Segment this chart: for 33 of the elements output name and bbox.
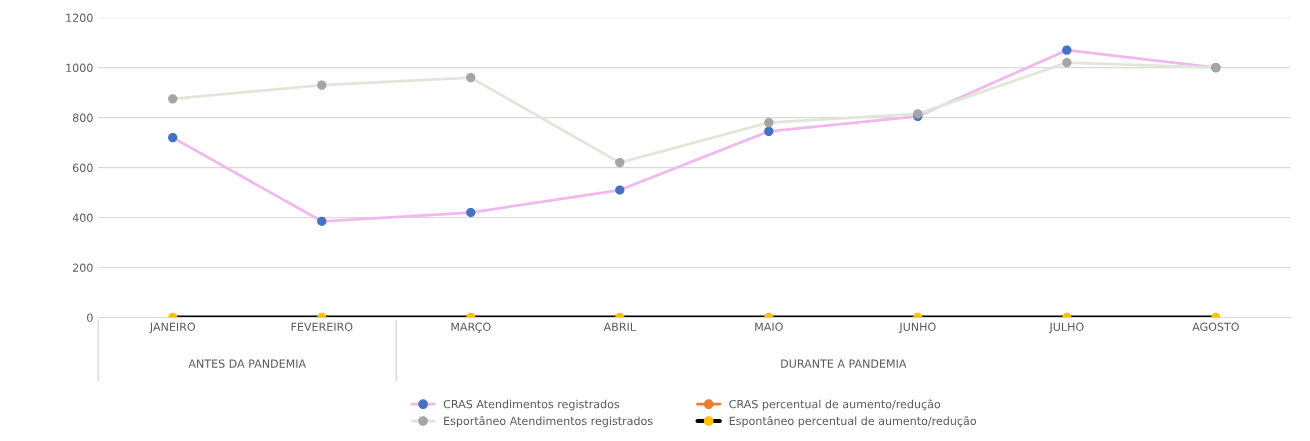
point xyxy=(764,126,774,136)
text: ANTES DA PANDEMIA xyxy=(188,359,307,368)
point xyxy=(168,94,178,104)
point xyxy=(1062,57,1072,68)
legend-label: CRAS percentual de aumento/redução xyxy=(729,399,941,411)
point xyxy=(317,216,327,226)
point xyxy=(615,157,625,168)
y-tick-label: 200 xyxy=(72,263,93,272)
x-tick-label: JULHO xyxy=(1048,322,1084,334)
y-tick-label: 600 xyxy=(72,163,93,172)
x-tick-label: AGOSTO xyxy=(1192,322,1239,331)
text: DURANTE A PANDEMIA xyxy=(781,359,907,368)
point xyxy=(615,185,625,195)
y-tick-label: 0 xyxy=(87,313,93,322)
y-tick-label: 1200 xyxy=(66,13,93,23)
x-tick-label: JUNHO xyxy=(898,322,936,334)
point xyxy=(1062,45,1072,55)
point xyxy=(317,80,327,90)
x-tick-label: MARÇO xyxy=(451,322,491,333)
legend-label: Espontâneo percentual de aumento/redução xyxy=(729,415,976,428)
legend-label: Esportâneo Atendimentos registrados xyxy=(444,415,653,428)
point xyxy=(764,117,774,128)
x-tick-label: FEVEREIRO xyxy=(291,322,353,331)
x-tick-label: MAIO xyxy=(755,322,783,331)
y-tick-label: 1000 xyxy=(66,63,93,72)
point xyxy=(466,72,476,83)
x-tick-label: ABRIL xyxy=(603,322,636,331)
x-tick-label: JANEIRO xyxy=(149,322,196,334)
y-tick-label: 400 xyxy=(72,213,93,222)
legend-label: CRAS Atendimentos registrados xyxy=(443,399,620,411)
point xyxy=(168,132,178,143)
y-tick-label: 800 xyxy=(72,113,93,122)
point xyxy=(466,207,476,218)
